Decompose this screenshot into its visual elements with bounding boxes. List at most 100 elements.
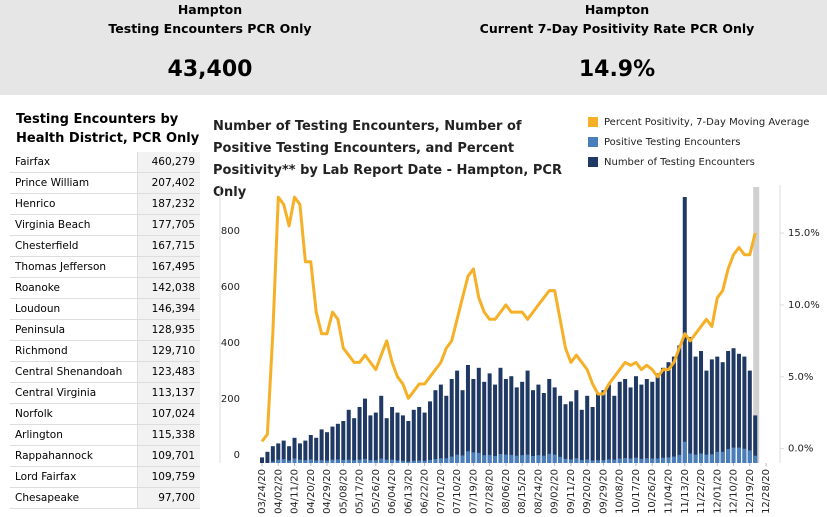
- bar: [617, 381, 622, 463]
- bar: [541, 455, 546, 463]
- x-tick-label: 03/24/20: [257, 469, 268, 514]
- legend-swatch: [588, 137, 598, 147]
- bar: [482, 455, 487, 463]
- bar: [498, 367, 503, 463]
- x-tick-label: 08/15/20: [517, 469, 528, 514]
- bar: [352, 418, 357, 463]
- bar: [639, 384, 644, 463]
- bar: [520, 455, 525, 463]
- bar: [406, 461, 411, 463]
- district-count: 146,394: [137, 298, 200, 320]
- bar: [487, 373, 492, 463]
- bar: [395, 412, 400, 463]
- table-row: Norfolk 107,024: [10, 403, 200, 425]
- bar: [579, 409, 584, 463]
- bar: [514, 387, 519, 463]
- district-count: 142,038: [137, 277, 200, 299]
- bar: [379, 458, 384, 463]
- bar: [736, 353, 741, 463]
- bar: [292, 437, 297, 463]
- bar: [736, 447, 741, 463]
- district-count: 129,710: [137, 340, 200, 362]
- bar: [444, 458, 449, 463]
- table-row: Fairfax 460,279: [10, 152, 200, 173]
- bar: [325, 460, 330, 463]
- bar: [547, 453, 552, 463]
- district-count: 115,338: [137, 424, 200, 446]
- district-name: Arlington: [10, 424, 138, 446]
- bar: [525, 454, 530, 463]
- x-tick-label: 04/02/20: [273, 469, 284, 514]
- district-name: Central Shenandoah: [10, 361, 138, 383]
- bar: [297, 459, 302, 463]
- x-tick-label: 10/17/20: [631, 469, 642, 514]
- bar: [661, 457, 666, 463]
- bar: [449, 456, 454, 463]
- bar: [688, 453, 693, 463]
- x-tick-label: 06/04/20: [387, 469, 398, 514]
- district-table: Fairfax 460,279 Prince William 207,402 Henri…: [10, 152, 200, 509]
- bar: [623, 457, 628, 463]
- bar: [655, 373, 660, 463]
- x-tick-label: 06/13/20: [403, 469, 414, 514]
- bar: [341, 459, 346, 463]
- bar: [536, 455, 541, 463]
- bar: [693, 454, 698, 463]
- bar: [308, 435, 313, 463]
- x-tick-label: 09/02/20: [550, 469, 561, 514]
- district-name: Chesapeake: [10, 487, 138, 509]
- bar: [726, 351, 731, 463]
- bar: [433, 459, 438, 463]
- table-row: Chesapeake 97,700: [10, 487, 200, 509]
- table-row: Virginia Beach 177,705: [10, 214, 200, 236]
- district-name: Loudoun: [10, 298, 138, 320]
- bar: [704, 454, 709, 463]
- bar: [482, 381, 487, 463]
- x-tick-label: 07/19/20: [468, 469, 479, 514]
- bar: [411, 409, 416, 463]
- kpi-value: 43,400: [167, 57, 253, 82]
- bar: [281, 459, 286, 463]
- table-row: Central Shenandoah 123,483: [10, 361, 200, 383]
- bar: [503, 379, 508, 463]
- bar: [303, 440, 308, 463]
- bar: [671, 356, 676, 463]
- bar: [688, 337, 693, 463]
- bar: [633, 376, 638, 463]
- bar: [260, 457, 264, 463]
- bar: [520, 381, 525, 463]
- bar: [715, 356, 720, 463]
- y-tick-label: 600: [221, 282, 240, 293]
- table-row: Richmond 129,710: [10, 340, 200, 362]
- x-tick-label: 05/26/20: [371, 469, 382, 514]
- district-count: 109,701: [137, 445, 200, 467]
- district-name: Virginia Beach: [10, 214, 138, 236]
- bar: [612, 459, 617, 463]
- table-row: Lord Fairfax 109,759: [10, 466, 200, 488]
- bar: [590, 407, 595, 463]
- bar: [411, 460, 416, 463]
- bar: [747, 450, 752, 463]
- kpi: Hampton Current 7-Day Positivity Rate PC…: [407, 0, 827, 82]
- bar: [438, 458, 443, 463]
- x-tick-label: 11/04/20: [664, 469, 675, 514]
- bar: [341, 421, 346, 463]
- district-name: Henrico: [10, 193, 138, 215]
- district-count: 128,935: [137, 319, 200, 341]
- district-count: 97,700: [137, 487, 200, 509]
- bar: [362, 458, 367, 463]
- table-row: Central Virginia 113,137: [10, 382, 200, 404]
- bar: [617, 458, 622, 463]
- table-row: Prince William 207,402: [10, 172, 200, 194]
- x-tick-label: 11/22/20: [696, 469, 707, 514]
- bar: [671, 456, 676, 463]
- bar: [661, 367, 666, 463]
- bar: [525, 370, 530, 463]
- bar: [628, 458, 633, 463]
- bar: [428, 401, 433, 463]
- y2-tick-label: 0.0%: [788, 444, 813, 455]
- bar: [368, 460, 373, 463]
- district-count: 109,759: [137, 466, 200, 488]
- bar: [357, 407, 362, 463]
- kpi-place: Hampton: [584, 2, 650, 17]
